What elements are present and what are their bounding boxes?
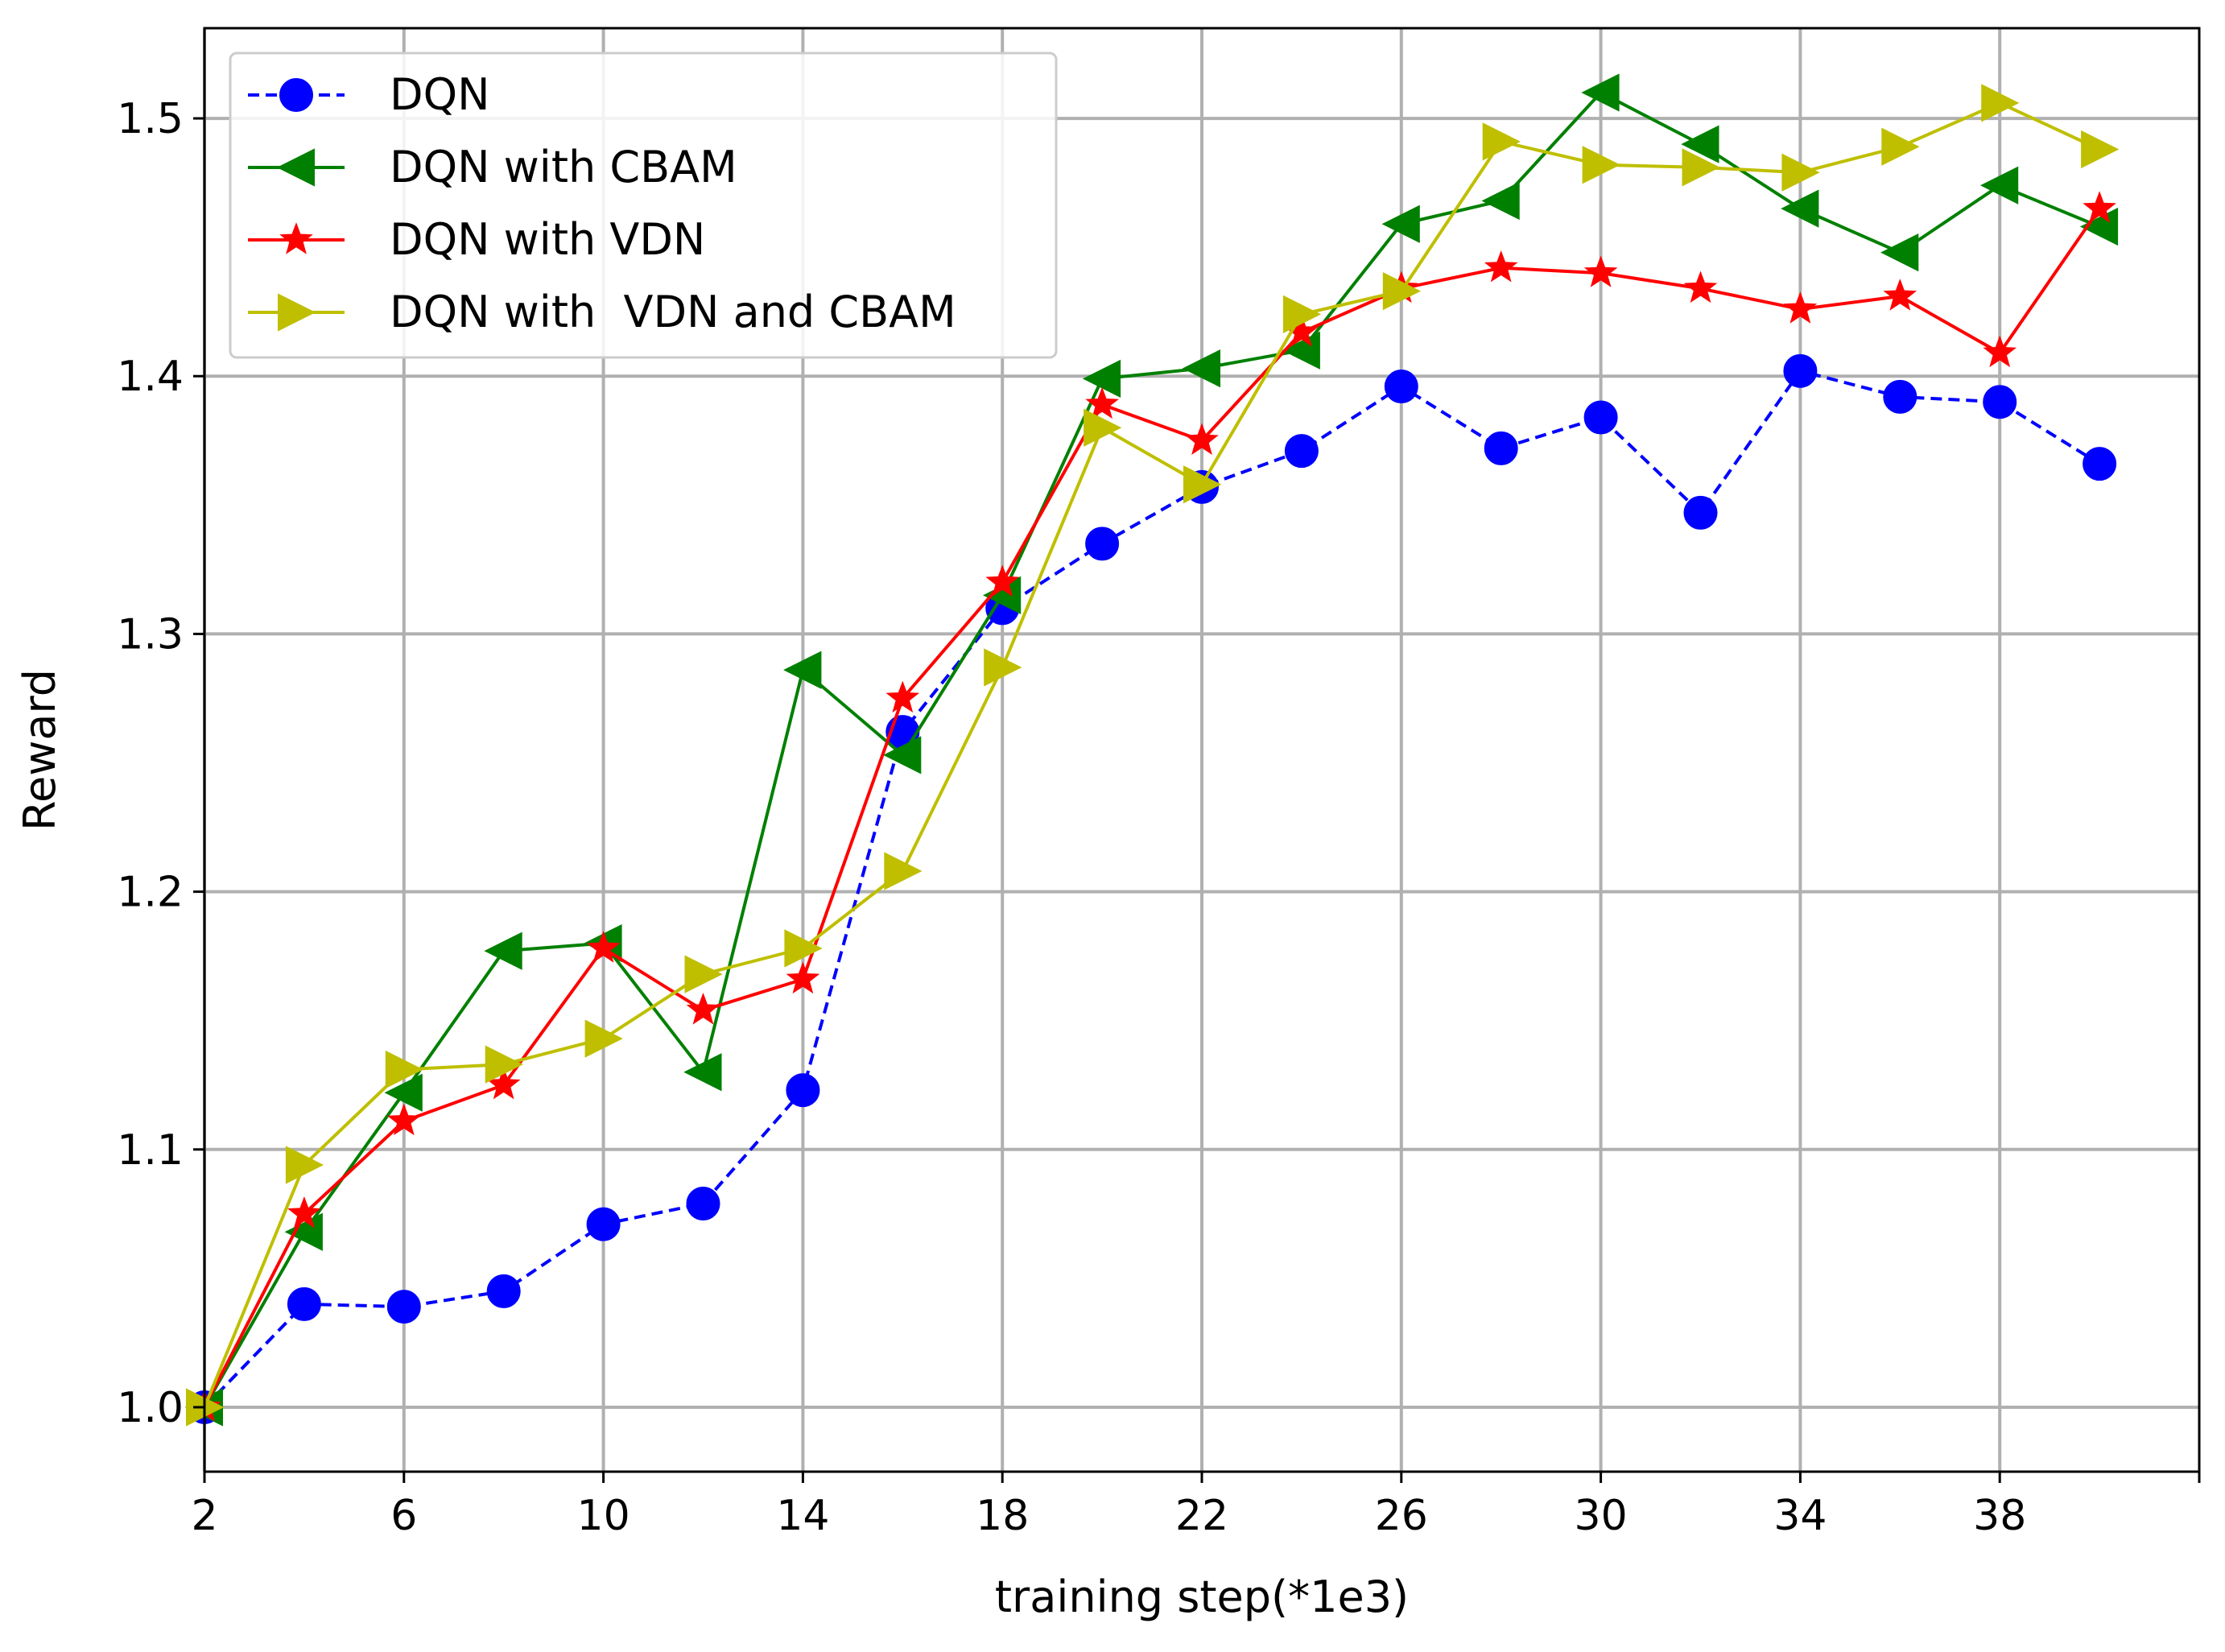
data-point: [683, 1053, 722, 1092]
data-point: [1883, 279, 1917, 311]
legend-marker: [278, 293, 316, 332]
data-point: [1781, 189, 1819, 228]
data-point: [1581, 73, 1620, 112]
data-point: [1981, 84, 2020, 122]
x-tick-label: 34: [1773, 1492, 1827, 1540]
x-tick-label: 30: [1575, 1492, 1628, 1540]
data-point: [786, 1073, 820, 1108]
data-point: [1781, 153, 1820, 192]
data-point: [784, 929, 823, 968]
x-tick-label: 10: [577, 1492, 630, 1540]
data-point: [783, 650, 822, 689]
data-point: [384, 1073, 423, 1112]
data-point: [486, 1067, 521, 1100]
axis-ticks: 2 6 10 14 18 22 26 30 34 381.01.11.21.31.41.5: [117, 95, 2201, 1540]
y-tick-label: 1.4: [117, 353, 184, 401]
x-tick-label: 14: [776, 1492, 829, 1540]
data-point: [2081, 130, 2120, 169]
legend-label: DQN: [390, 69, 489, 120]
data-point: [1384, 370, 1418, 404]
series-3: [186, 84, 2120, 1427]
x-tick-label: 18: [976, 1492, 1029, 1540]
data-point: [1282, 295, 1322, 334]
data-point: [1783, 291, 1818, 324]
series-line: [203, 369, 2101, 1409]
data-point: [885, 680, 920, 713]
data-point: [1183, 465, 1222, 504]
data-point: [1382, 271, 1422, 311]
data-point: [1084, 408, 1122, 447]
data-point: [1583, 255, 1618, 287]
x-tick-label: 2: [191, 1492, 217, 1540]
data-point: [1185, 423, 1219, 456]
data-point: [1085, 386, 1119, 419]
y-tick-label: 1.5: [117, 95, 184, 143]
legend-marker: [276, 148, 315, 187]
data-point: [1583, 400, 1618, 435]
x-tick-label: 26: [1375, 1492, 1428, 1540]
data-point: [1983, 385, 2017, 419]
data-point: [485, 1045, 523, 1084]
y-tick-label: 1.2: [117, 869, 184, 917]
data-point: [1979, 166, 2019, 204]
data-point: [2083, 191, 2116, 223]
series-group: [184, 73, 2120, 1427]
data-point: [1880, 233, 1919, 272]
legend: DQN DQN with CBAM DQN with VDN DQN with VDN…: [229, 52, 1058, 359]
x-axis-label: training step(*1e3): [995, 1571, 1409, 1622]
data-point: [1085, 527, 1120, 561]
data-point: [786, 961, 820, 994]
data-point: [586, 1207, 621, 1241]
data-point: [1482, 122, 1521, 161]
y-tick-label: 1.1: [117, 1126, 184, 1175]
data-point: [1783, 353, 1818, 388]
data-point: [287, 1196, 321, 1229]
legend-label: DQN with VDN: [390, 214, 705, 265]
data-point: [1682, 148, 1720, 187]
x-tick-label: 22: [1175, 1492, 1228, 1540]
legend-label: DQN with VDN and CBAM: [390, 287, 956, 337]
data-point: [386, 1290, 421, 1324]
data-point: [1381, 204, 1420, 243]
legend-marker: [279, 78, 313, 112]
y-tick-label: 1.3: [117, 610, 184, 659]
series-line: [203, 207, 2101, 1408]
data-point: [486, 1274, 521, 1308]
data-point: [1681, 125, 1719, 163]
data-point: [2083, 447, 2117, 481]
data-point: [385, 1050, 424, 1089]
data-point: [1883, 379, 1917, 414]
data-point: [686, 993, 720, 1025]
data-point: [1484, 431, 1518, 465]
data-point: [586, 931, 621, 963]
data-point: [1683, 271, 1718, 304]
x-tick-label: 6: [390, 1492, 417, 1540]
data-point: [985, 564, 1020, 597]
data-point: [1881, 127, 1920, 166]
data-point: [883, 736, 922, 774]
x-tick-label: 38: [1973, 1492, 2026, 1540]
y-axis-label: Reward: [14, 669, 65, 831]
data-point: [287, 1286, 321, 1321]
y-tick-label: 1.0: [117, 1384, 184, 1432]
data-point: [1284, 434, 1319, 469]
data-point: [686, 1187, 720, 1221]
legend-box: [229, 52, 1058, 359]
data-point: [584, 1019, 623, 1058]
data-point: [1683, 495, 1718, 530]
data-point: [884, 852, 923, 890]
data-point: [1484, 250, 1518, 283]
data-point: [1481, 181, 1520, 221]
data-point: [1582, 146, 1620, 184]
data-point: [984, 648, 1022, 687]
data-point: [386, 1103, 421, 1136]
legend-marker: [279, 222, 313, 254]
legend-label: DQN with CBAM: [390, 142, 737, 192]
data-point: [1182, 349, 1220, 388]
data-point: [684, 955, 723, 993]
data-point: [484, 931, 522, 970]
data-point: [1983, 335, 2017, 368]
data-point: [285, 1146, 324, 1184]
